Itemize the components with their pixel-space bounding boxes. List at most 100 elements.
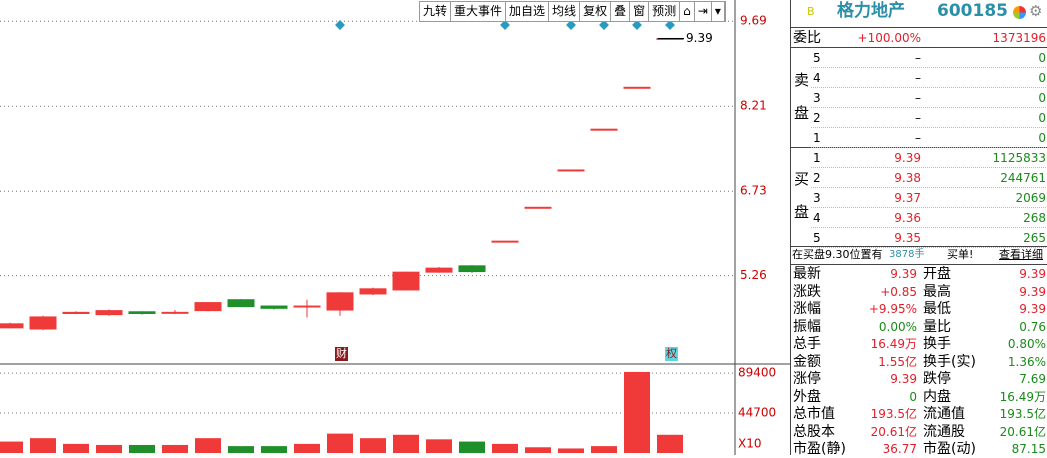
notice-volume: 3878手 bbox=[889, 249, 925, 260]
stat-label: 量比 bbox=[923, 318, 951, 335]
volume-bar bbox=[426, 439, 452, 453]
stat-value: 193.5亿 bbox=[999, 407, 1046, 421]
volume-bar bbox=[591, 446, 617, 453]
stat-label: 内盘 bbox=[923, 388, 951, 405]
volume-bar bbox=[492, 443, 518, 453]
size: 0 bbox=[1038, 51, 1046, 65]
last-price-label: 9.39 bbox=[686, 31, 713, 45]
stat-label: 最高 bbox=[923, 283, 951, 300]
stat-label: 最低 bbox=[923, 301, 951, 317]
price: 9.36 bbox=[894, 211, 921, 225]
volume-bar bbox=[30, 438, 56, 453]
stat-value: 9.39 bbox=[1019, 267, 1046, 281]
buy-label: 盘 bbox=[794, 203, 810, 221]
stat-value: 36.77 bbox=[882, 442, 917, 456]
level: 2 bbox=[813, 171, 821, 185]
stat-value: 0 bbox=[909, 389, 917, 404]
marker: 财 bbox=[336, 346, 347, 360]
buy-label: 买 bbox=[794, 170, 810, 188]
y-tick-label: 6.73 bbox=[740, 184, 767, 198]
row-line bbox=[811, 187, 1047, 188]
notice-tail: 买单! bbox=[947, 248, 974, 261]
toolbar-button[interactable]: 窗 bbox=[630, 2, 650, 21]
row-line bbox=[811, 167, 1047, 168]
toolbar-button[interactable]: 重大事件 bbox=[451, 2, 507, 21]
candle-body bbox=[392, 271, 420, 291]
level: 5 bbox=[813, 51, 821, 65]
stat-value: 7.69 bbox=[1019, 372, 1046, 386]
stat-label: 跌停 bbox=[923, 371, 951, 387]
size: 0 bbox=[1038, 111, 1046, 125]
volume-bar bbox=[162, 444, 188, 453]
stat-value: 0.80% bbox=[1007, 337, 1046, 351]
stat-value: 9.39 bbox=[890, 372, 917, 386]
size: 268 bbox=[1023, 211, 1046, 225]
y-tick-label: 89400 bbox=[738, 366, 776, 380]
badge: B bbox=[807, 5, 815, 18]
toolbar-button[interactable]: 加自选 bbox=[506, 2, 550, 21]
row-line bbox=[811, 147, 1047, 148]
size: 1125833 bbox=[992, 151, 1046, 165]
candle-body bbox=[623, 86, 651, 89]
settings[interactable]: ⚙ bbox=[1029, 2, 1043, 20]
stat-value: 9.39 bbox=[1019, 284, 1046, 299]
price: 9.39 bbox=[894, 151, 921, 165]
stat-label: 涨停 bbox=[793, 371, 821, 387]
volume-unit: X10 bbox=[738, 437, 762, 451]
candle-body bbox=[29, 316, 57, 330]
stat-value: 1.55亿 bbox=[878, 354, 917, 369]
volume-bar bbox=[360, 438, 386, 453]
stat-label: 涨幅 bbox=[793, 301, 821, 317]
stock-name: 格力地产 bbox=[837, 1, 905, 21]
row-line bbox=[811, 127, 1047, 128]
candle-body bbox=[0, 323, 24, 329]
toolbar-button[interactable]: 叠 bbox=[611, 2, 631, 21]
detail-link[interactable]: 查看详细 bbox=[999, 248, 1043, 261]
event-icon bbox=[566, 20, 576, 30]
stat-value: 9.39 bbox=[890, 267, 917, 281]
volume-bar bbox=[558, 448, 584, 453]
level: 4 bbox=[813, 71, 821, 85]
stat-label: 总手 bbox=[793, 336, 821, 352]
stat-label: 总股本 bbox=[793, 423, 835, 440]
volume-bar bbox=[327, 433, 353, 453]
stat-label: 开盘 bbox=[923, 266, 951, 282]
level: 3 bbox=[813, 91, 821, 105]
volume-bar bbox=[96, 444, 122, 453]
toolbar-icon[interactable]: ⇥ bbox=[695, 2, 712, 21]
price: – bbox=[915, 91, 921, 105]
quote-panel: B 格力地产 600185 ⚙ 委比 +100.00% 1373196 卖 盘 … bbox=[790, 0, 1047, 457]
toolbar-button[interactable]: 九转 bbox=[420, 2, 452, 21]
toolbar-button[interactable]: 均线 bbox=[549, 2, 581, 21]
row-line bbox=[811, 87, 1047, 88]
toolbar-button[interactable]: 预测 bbox=[649, 2, 681, 21]
marker-bg bbox=[665, 347, 678, 361]
stat-label: 换手 bbox=[923, 336, 951, 352]
toolbar-button[interactable]: 复权 bbox=[580, 2, 612, 21]
toolbar-icon[interactable]: ⌂ bbox=[680, 2, 695, 21]
stat-label: 流通股 bbox=[923, 423, 965, 440]
volume-bar bbox=[459, 441, 485, 453]
toolbar-icon[interactable]: ▾ bbox=[712, 2, 725, 21]
stat-value: 20.61亿 bbox=[870, 424, 917, 439]
candle-body bbox=[524, 206, 552, 209]
y-tick-label: 44700 bbox=[738, 406, 776, 420]
candle-body bbox=[491, 240, 519, 243]
size: 0 bbox=[1038, 131, 1046, 145]
level: 5 bbox=[813, 231, 821, 245]
level: 4 bbox=[813, 211, 821, 225]
sell-label: 卖 bbox=[794, 71, 810, 89]
stat-value: +9.95% bbox=[868, 302, 917, 316]
row-line bbox=[811, 227, 1047, 228]
level: 1 bbox=[813, 151, 821, 165]
y-tick-label: 5.26 bbox=[740, 268, 767, 282]
marker: 权 bbox=[666, 347, 677, 360]
chart: 9.69 8.21 6.73 5.26 9.39 财 权 89400 44700 X10 bbox=[0, 0, 790, 455]
icon[interactable] bbox=[1013, 6, 1026, 19]
stat-value: 20.61亿 bbox=[999, 424, 1046, 439]
volume-bar bbox=[624, 371, 650, 453]
stat-value: 16.49万 bbox=[870, 337, 917, 351]
event-icon bbox=[632, 20, 642, 30]
marker-bg bbox=[335, 347, 348, 361]
